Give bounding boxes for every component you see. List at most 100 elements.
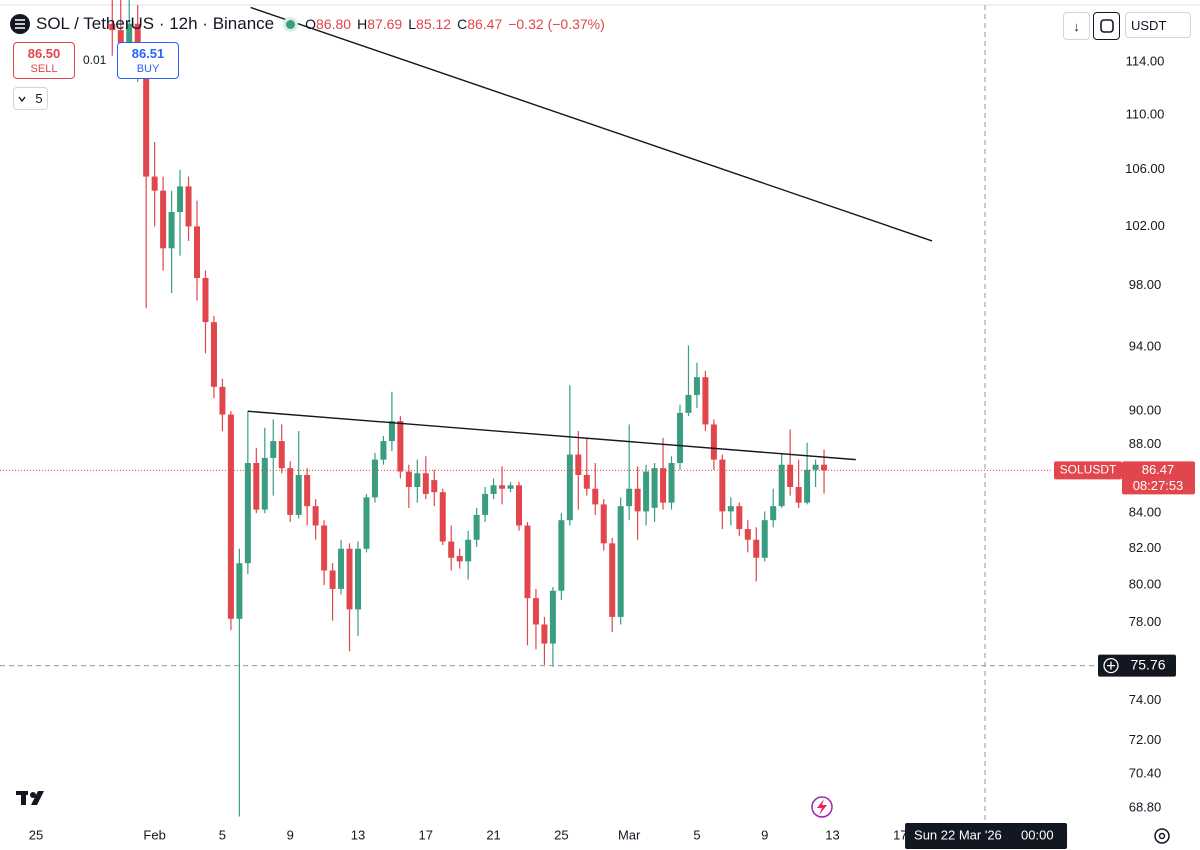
candle-body xyxy=(117,30,124,43)
candle-body xyxy=(532,598,539,625)
x-tick-label: 13 xyxy=(351,827,365,842)
candle-body xyxy=(202,277,209,323)
y-tick-label: 98.00 xyxy=(1129,277,1162,292)
candle-body xyxy=(261,457,268,510)
candle-body xyxy=(278,441,285,469)
candle-body xyxy=(499,485,506,489)
y-tick-label: 90.00 xyxy=(1129,403,1162,418)
candle-body xyxy=(541,624,548,644)
candle-body xyxy=(219,386,226,415)
candle-body xyxy=(778,464,785,507)
candle-body xyxy=(575,454,582,475)
y-tick-label: 102.00 xyxy=(1125,218,1165,233)
candle-body xyxy=(761,520,768,558)
download-button[interactable]: ↓ xyxy=(1063,12,1090,40)
candle-body xyxy=(812,464,819,470)
ohlc-label: O xyxy=(305,16,317,32)
y-tick-label: 94.00 xyxy=(1129,338,1162,353)
ohlc-open: O86.80 xyxy=(305,16,351,32)
candle-body xyxy=(676,412,683,464)
candle-body xyxy=(397,421,404,472)
candle-body xyxy=(660,468,667,503)
x-tick-label: 17 xyxy=(893,827,907,842)
y-tick-label: 74.00 xyxy=(1129,692,1162,707)
candle-body xyxy=(753,539,760,558)
x-tick-label: 5 xyxy=(693,827,700,842)
x-tick-label: 5 xyxy=(219,827,226,842)
ohlc-value: 87.69 xyxy=(367,16,403,32)
x-tick-label: 25 xyxy=(554,827,568,842)
candle-body xyxy=(600,504,607,544)
candle-body xyxy=(448,541,455,558)
ohlc-high: H87.69 xyxy=(357,16,402,32)
candle-body xyxy=(371,459,378,498)
crosshair-time-label: 00:00 xyxy=(1021,827,1054,842)
crosshair-time-badge xyxy=(905,823,1068,849)
candle-body xyxy=(431,480,438,493)
symbol-badge xyxy=(1054,461,1122,480)
candle-body xyxy=(109,23,116,31)
candle-body xyxy=(592,488,599,505)
candle-body xyxy=(693,377,700,395)
candle-body xyxy=(566,454,573,521)
candle-body xyxy=(210,322,217,387)
candle-body xyxy=(126,23,133,43)
candle-body xyxy=(380,441,387,460)
candle-body xyxy=(304,474,311,507)
candle-body xyxy=(727,506,734,512)
candle-body xyxy=(270,441,277,458)
indicators-count: 5 xyxy=(35,91,43,106)
toggle-button[interactable] xyxy=(1093,12,1120,40)
buy-button[interactable]: 86.51 BUY xyxy=(117,42,179,79)
x-tick-label: Mar xyxy=(618,827,641,842)
lightning-icon[interactable] xyxy=(811,796,833,818)
x-tick-label: 9 xyxy=(761,827,768,842)
candle-body xyxy=(388,421,395,442)
sell-price: 86.50 xyxy=(27,46,61,61)
candle-body xyxy=(295,474,302,515)
symbol-title: SOL / TetherUS · 12h · Binance xyxy=(36,14,275,33)
price-badge xyxy=(1122,461,1195,495)
y-tick-label: 80.00 xyxy=(1129,577,1162,592)
y-tick-label: 114.00 xyxy=(1126,54,1165,69)
candle-body xyxy=(338,548,345,589)
sell-label: SELL xyxy=(30,63,58,75)
candle-body xyxy=(414,473,421,488)
candle-body xyxy=(787,464,794,488)
candle-body xyxy=(702,377,709,425)
candle-body xyxy=(236,563,243,619)
candle-body xyxy=(515,485,522,526)
candle-body xyxy=(405,471,412,488)
ohlc-value: 85.12 xyxy=(416,16,452,32)
settings-icon[interactable] xyxy=(1154,828,1170,844)
sell-button[interactable]: 86.50 SELL xyxy=(13,42,75,79)
current-price-label: 86.47 xyxy=(1142,462,1175,477)
candle-body xyxy=(583,474,590,489)
indicators-toggle[interactable]: 5 xyxy=(13,87,48,110)
crosshair-date-label: Sun 22 Mar '26 xyxy=(914,827,1002,842)
buy-label: BUY xyxy=(136,63,160,75)
candle-body xyxy=(168,212,175,249)
candle-body xyxy=(160,190,167,249)
toggle-icon xyxy=(1099,19,1114,33)
candle-body xyxy=(821,464,828,471)
candle-body xyxy=(143,68,150,177)
candle-body xyxy=(346,548,353,610)
candle-body xyxy=(151,176,158,191)
currency-select[interactable]: USDT xyxy=(1125,12,1191,38)
candle-body xyxy=(685,394,692,413)
trend-line xyxy=(247,410,856,461)
candle-body xyxy=(253,463,260,510)
candle-body xyxy=(710,424,717,460)
candle-body xyxy=(355,548,362,610)
symbol-label: SOLUSDT xyxy=(1060,463,1117,477)
candle-body xyxy=(549,590,556,644)
candle-body xyxy=(668,463,675,503)
x-tick-label: 17 xyxy=(419,827,433,842)
candle-body xyxy=(439,492,446,542)
ohlc-low: L85.12 xyxy=(408,16,451,32)
candle-body xyxy=(227,414,234,619)
